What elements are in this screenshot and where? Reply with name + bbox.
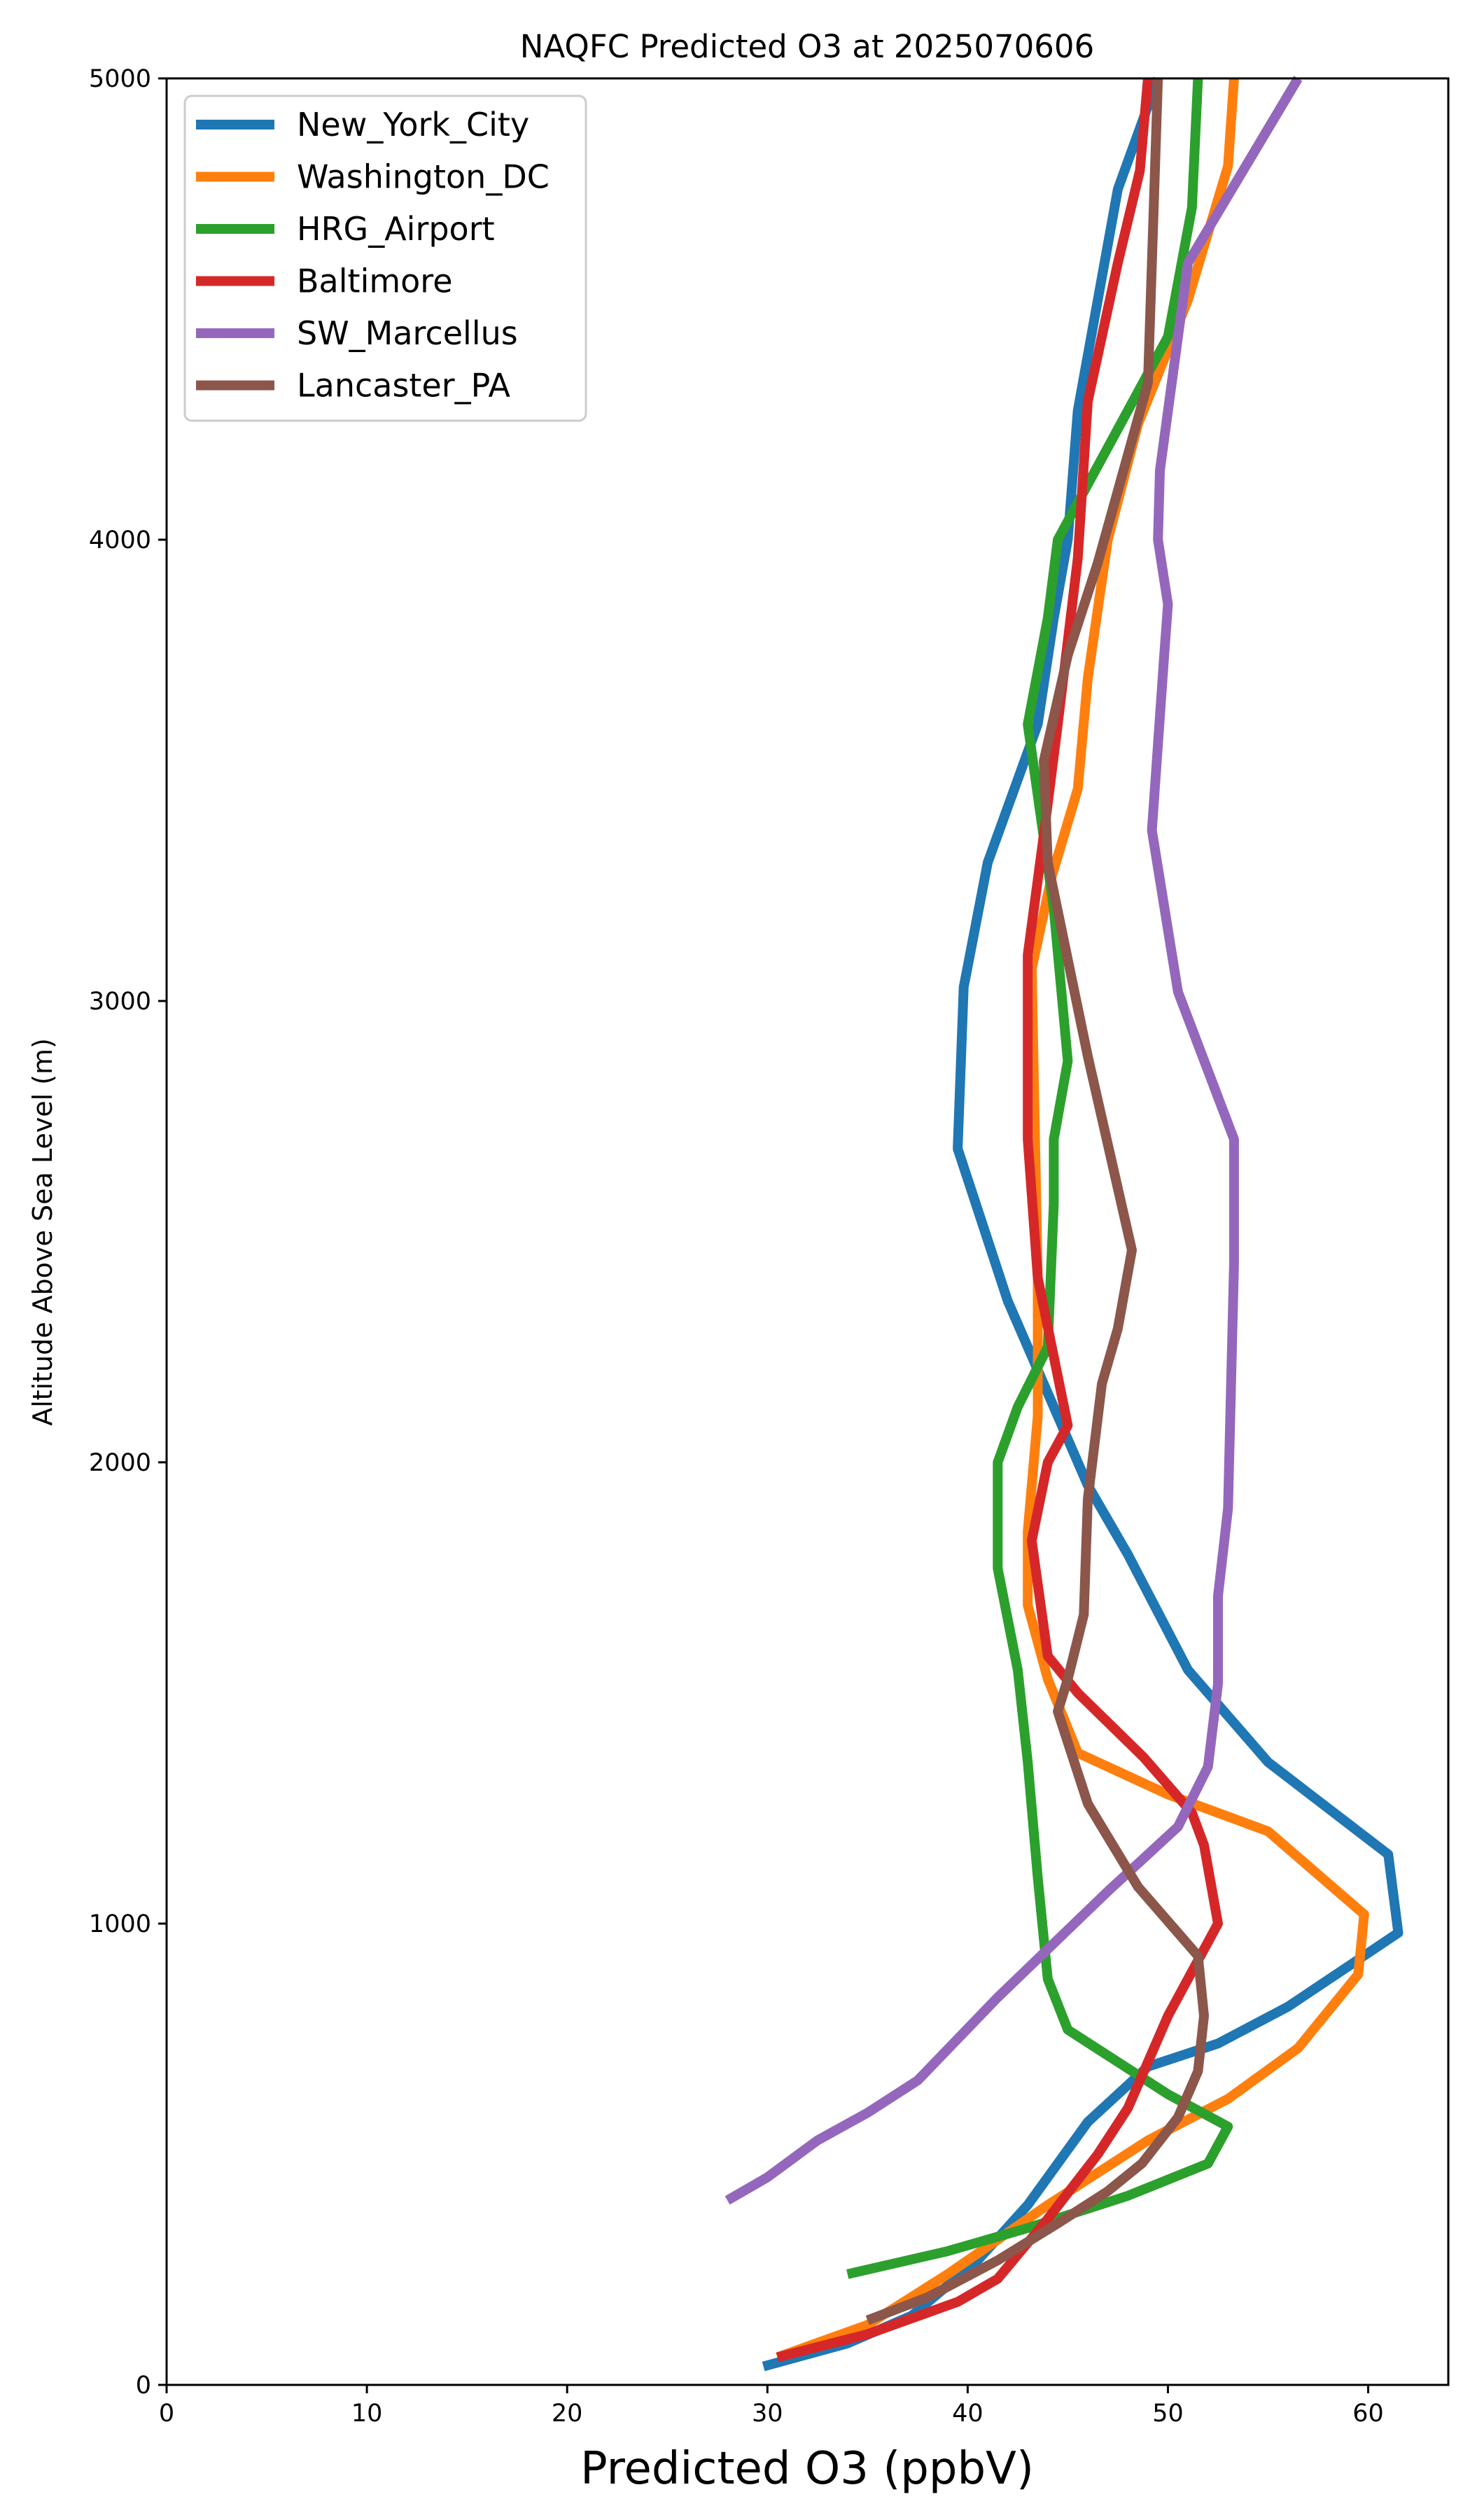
chart-title: NAQFC Predicted O3 at 2025070606 xyxy=(520,28,1094,65)
x-tick-label: 40 xyxy=(952,2400,983,2428)
legend-items: New_York_City Washington_DC HRG_Airport Bal… xyxy=(196,106,550,405)
legend-label-New_York_City: New_York_City xyxy=(297,106,529,144)
legend-label-Baltimore: Baltimore xyxy=(297,262,453,300)
legend-label-Lancaster_PA: Lancaster_PA xyxy=(297,367,510,405)
y-tick-label: 2000 xyxy=(89,1449,151,1477)
legend-label-HRG_Airport: HRG_Airport xyxy=(297,210,495,248)
y-tick-label: 3000 xyxy=(89,988,151,1016)
plot-frame xyxy=(165,77,1450,2386)
y-tick-label: 5000 xyxy=(89,65,151,93)
x-tick-label: 10 xyxy=(351,2400,383,2428)
series-line-New_York_City xyxy=(762,76,1404,2372)
y-axis-label: Altitude Above Sea Level (m) xyxy=(27,1038,58,1426)
y-tick-label: 1000 xyxy=(89,1910,151,1938)
legend-frame xyxy=(183,94,587,422)
legend-label-Washington_DC: Washington_DC xyxy=(297,158,550,196)
series-layer xyxy=(724,76,1404,2372)
y-tick-label: 4000 xyxy=(89,526,151,554)
legend: New_York_City Washington_DC HRG_Airport Bal… xyxy=(183,94,587,422)
x-tick-label: 50 xyxy=(1152,2400,1184,2428)
legend-label-SW_Marcellus: SW_Marcellus xyxy=(297,314,518,352)
series-line-HRG_Airport xyxy=(846,78,1233,2279)
x-tick-label: 30 xyxy=(752,2400,783,2428)
x-axis-label: Predicted O3 (ppbV) xyxy=(580,2443,1034,2495)
x-tick-label: 20 xyxy=(552,2400,583,2428)
series-line-SW_Marcellus xyxy=(724,76,1303,2205)
ticks-layer: 0 10 20 30 40 50 60 0 1000 2000 3000 4000 5000 xyxy=(89,65,1384,2428)
y-tick-label: 0 xyxy=(136,2372,151,2400)
series-line-Baltimore xyxy=(776,78,1223,2362)
x-tick-label: 0 xyxy=(159,2400,174,2428)
series-line-Lancaster_PA xyxy=(865,78,1209,2325)
x-tick-label: 60 xyxy=(1352,2400,1384,2428)
